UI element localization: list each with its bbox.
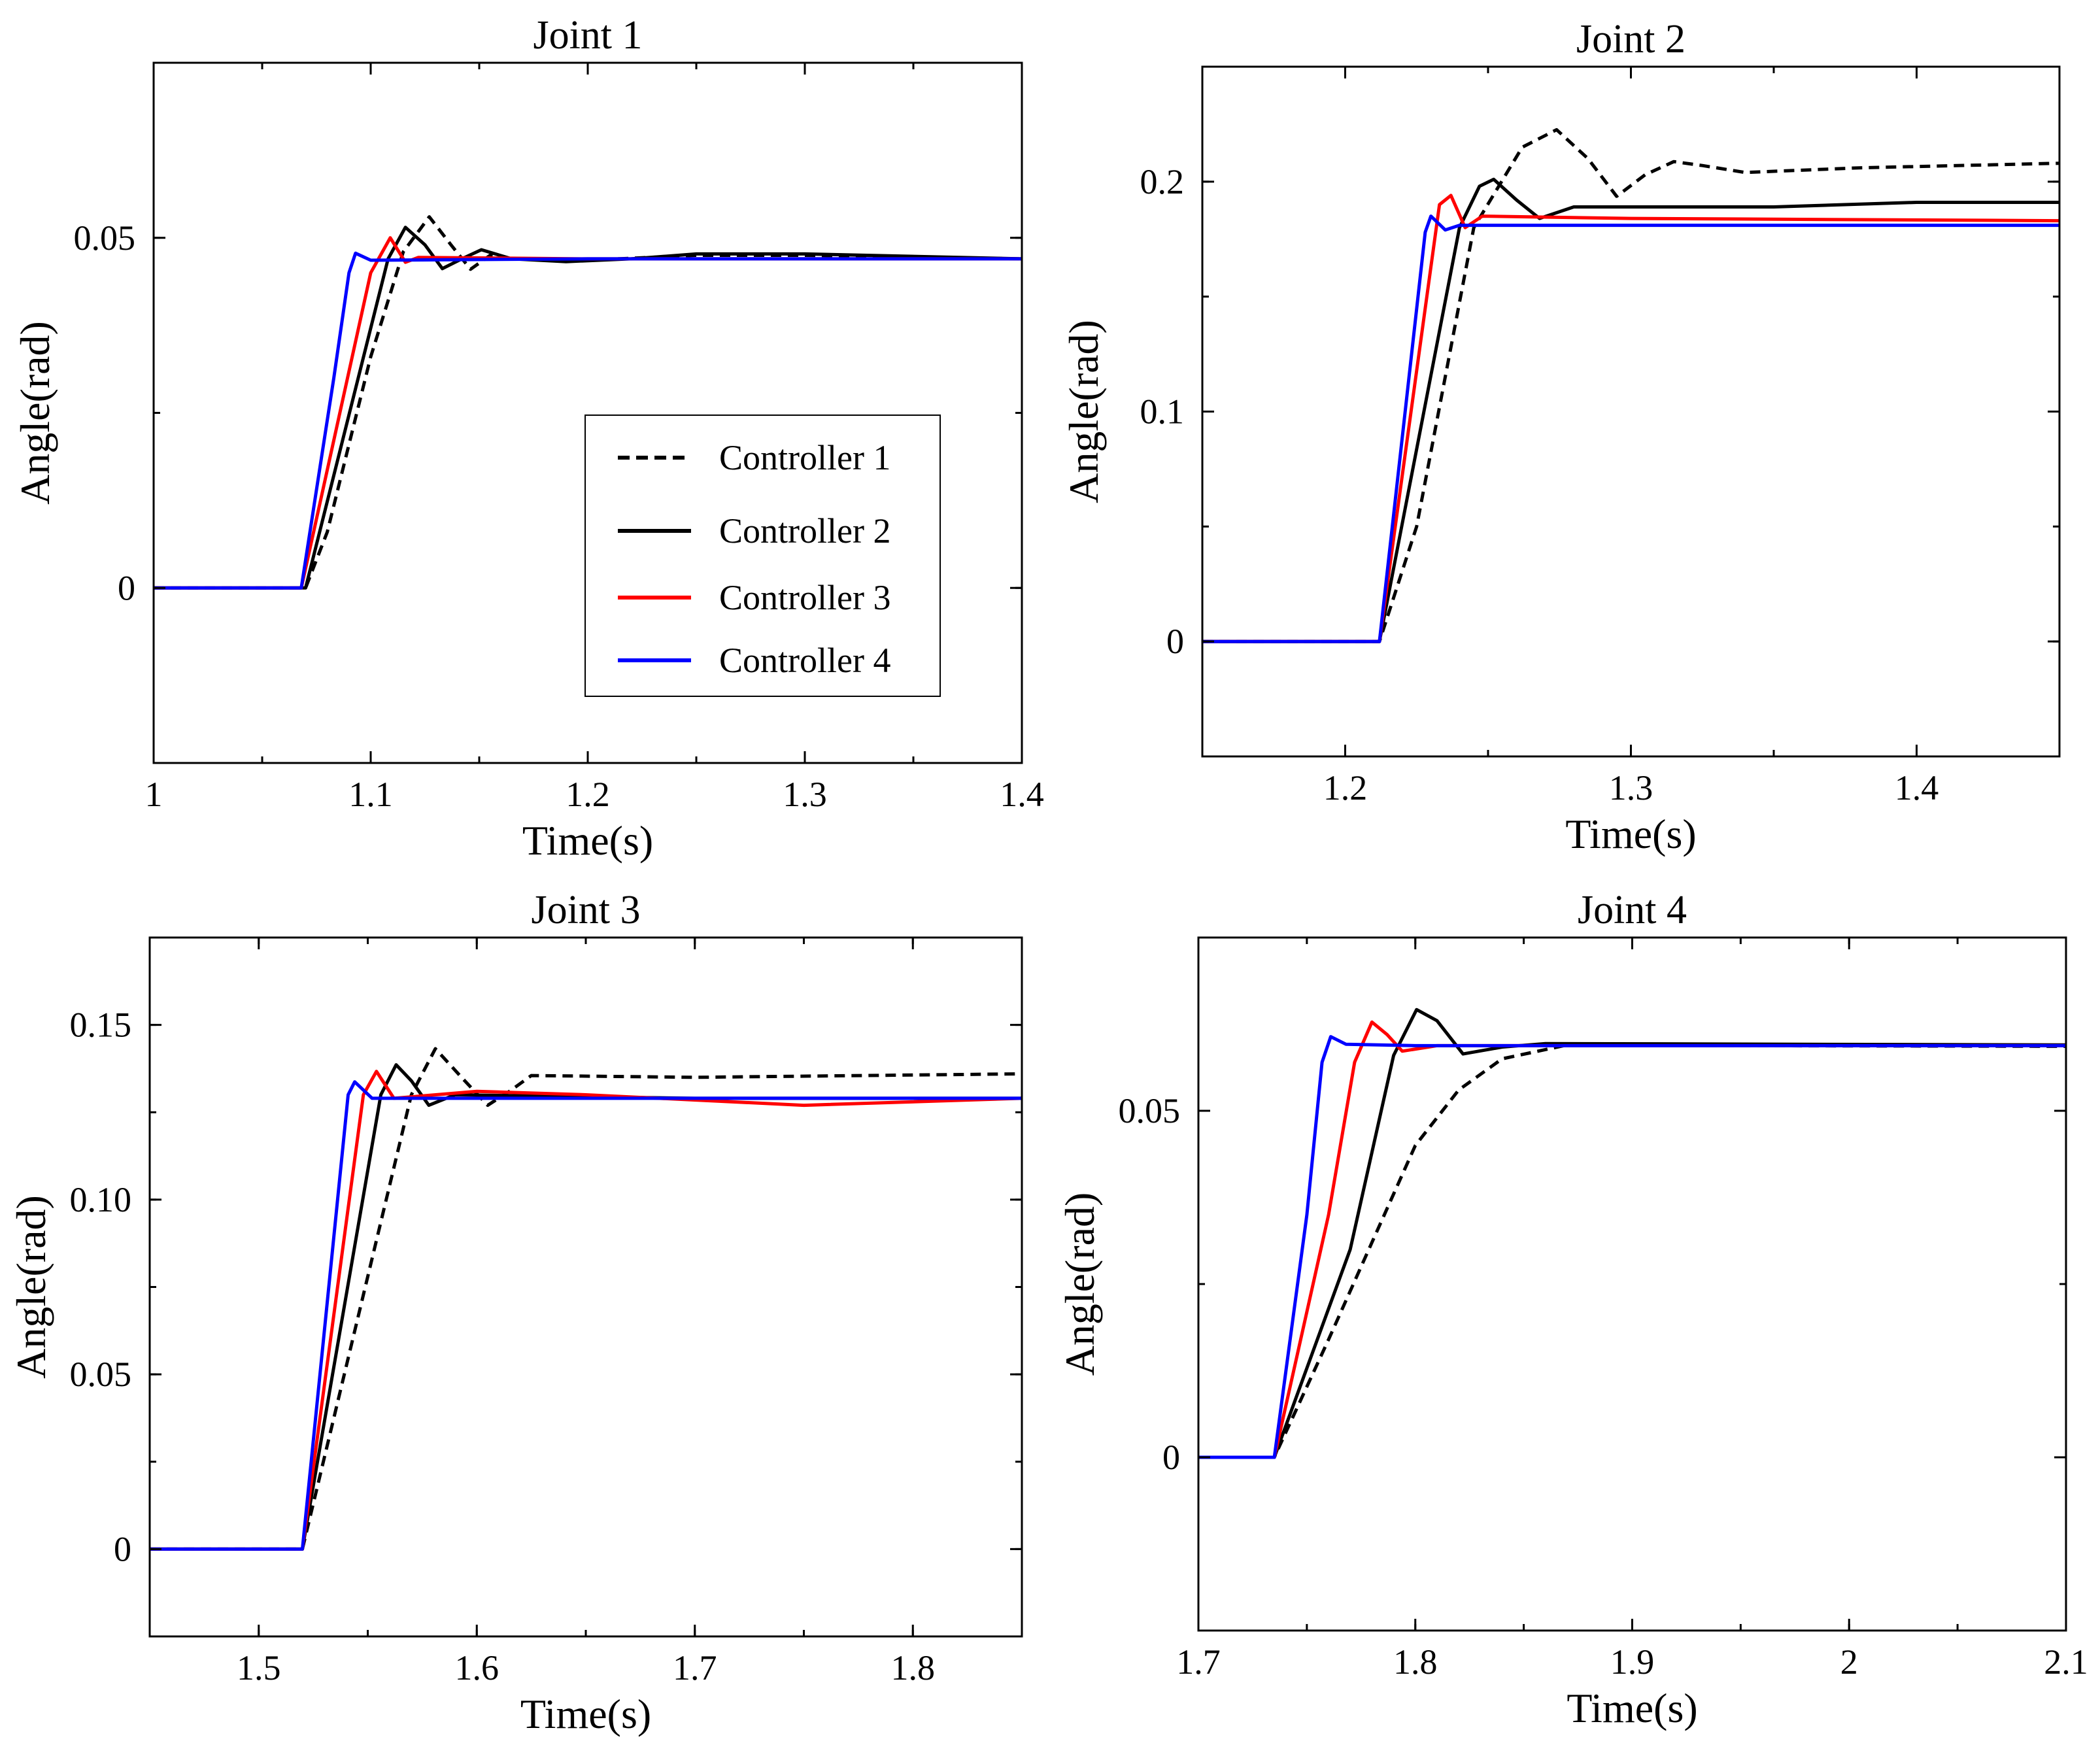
y-tick-label: 0.2 (1140, 162, 1185, 201)
x-tick-label: 1.3 (783, 775, 827, 814)
y-axis-label: Angle(rad) (12, 321, 58, 505)
legend-label-controller-4: Controller 4 (719, 641, 890, 680)
y-axis-label: Angle(rad) (8, 1195, 54, 1379)
series-line-controller-2 (1198, 1007, 2066, 1459)
legend-label-controller-2: Controller 2 (719, 511, 890, 550)
x-axis-label: Time(s) (1567, 1685, 1697, 1731)
chart-title: Joint 3 (531, 888, 640, 932)
series-line-controller-1 (1198, 1043, 2066, 1459)
x-tick-label: 1.4 (1895, 768, 1939, 807)
x-tick-label: 1.7 (1176, 1642, 1221, 1682)
chart-title: Joint 2 (1576, 17, 1685, 61)
series-line-controller-4 (154, 251, 1022, 590)
y-axis-label: Angle(rad) (1060, 320, 1107, 503)
x-tick-label: 1.4 (1000, 775, 1044, 814)
x-tick-label: 1.2 (1323, 768, 1368, 807)
plot-frame (1201, 65, 2061, 758)
series-line-controller-2 (150, 1063, 1022, 1551)
legend: Controller 1 Controller 2 Controller 3 Cont… (584, 415, 941, 697)
legend-label-controller-1: Controller 1 (719, 438, 890, 477)
y-tick-label: 0 (114, 1529, 131, 1568)
chart-panel-joint-2: Joint 2 1.2 1.3 1.4 0 0.1 0.2 Time(s) Angle(rad) (1060, 17, 2061, 857)
chart-title: Joint 1 (533, 13, 642, 58)
x-tick-label: 1 (145, 775, 163, 814)
x-tick-label: 1.1 (348, 775, 393, 814)
y-tick-label: 0 (118, 568, 135, 607)
series-line-controller-3 (150, 1070, 1022, 1551)
x-axis-label: Time(s) (520, 1691, 651, 1737)
chart-title: Joint 4 (1578, 888, 1687, 932)
y-tick-label: 0.05 (74, 218, 136, 258)
x-tick-label: 1.2 (566, 775, 610, 814)
series-line-controller-1 (150, 1047, 1022, 1551)
x-tick-label: 1.3 (1609, 768, 1653, 807)
plot-frame (148, 936, 1023, 1638)
x-tick-label: 1.9 (1610, 1642, 1655, 1682)
x-tick-label: 1.8 (1393, 1642, 1438, 1682)
series-line-controller-2 (154, 226, 1022, 590)
chart-panel-joint-4: Joint 4 1.7 1.8 1.9 2 2.1 0 0.05 Time(s) Angle(ra… (1057, 888, 2088, 1731)
x-tick-label: 2 (1840, 1642, 1858, 1682)
x-tick-label: 1.8 (891, 1648, 936, 1687)
series-line-controller-3 (1202, 194, 2059, 643)
chart-panel-joint-3: Joint 3 1.5 1.6 1.7 1.8 0 0.05 0.10 0.15 Time(s) A… (8, 888, 1023, 1737)
y-tick-label: 0 (1166, 622, 1184, 661)
y-tick-label: 0.1 (1140, 392, 1185, 432)
x-tick-label: 1.5 (237, 1648, 281, 1687)
series-line-controller-2 (1202, 177, 2059, 643)
series-line-controller-1 (1202, 127, 2059, 643)
legend-box (584, 415, 941, 697)
series-line-controller-4 (1198, 1035, 2066, 1459)
chart-panel-joint-1: Joint 1 1 1.1 1.2 1.3 1.4 0 0.05 Time(s) Angle(ra… (12, 13, 1044, 864)
x-tick-label: 1.7 (673, 1648, 717, 1687)
series-line-controller-4 (1202, 214, 2059, 643)
y-tick-label: 0.05 (1119, 1091, 1181, 1130)
x-tick-label: 2.1 (2044, 1642, 2088, 1682)
y-tick-label: 0.05 (70, 1355, 132, 1394)
series-line-controller-4 (150, 1080, 1022, 1551)
x-axis-label: Time(s) (1565, 811, 1696, 857)
series-line-controller-3 (1198, 1020, 2066, 1459)
y-axis-label: Angle(rad) (1057, 1193, 1103, 1376)
y-tick-label: 0.15 (70, 1006, 132, 1045)
y-tick-label: 0.10 (70, 1180, 132, 1219)
x-tick-label: 1.6 (455, 1648, 500, 1687)
legend-label-controller-3: Controller 3 (719, 578, 890, 617)
x-axis-label: Time(s) (522, 817, 653, 864)
y-tick-label: 0 (1162, 1438, 1180, 1477)
